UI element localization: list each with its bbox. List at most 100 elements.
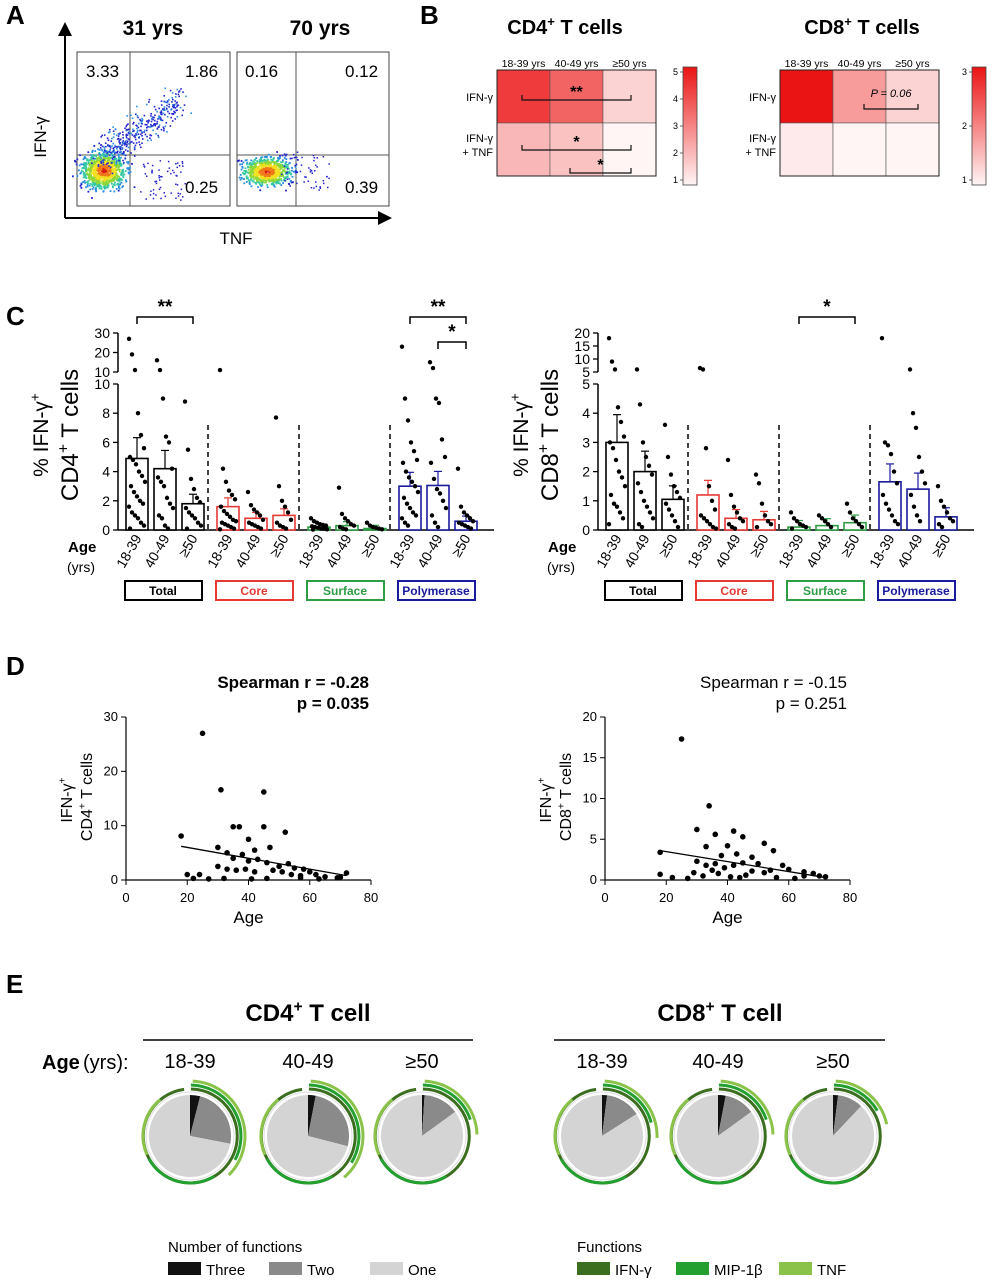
flow-dot bbox=[81, 163, 84, 166]
bar-point bbox=[891, 469, 897, 474]
bar-point bbox=[158, 479, 164, 485]
panel-label-a: A bbox=[6, 0, 25, 30]
bar-point bbox=[194, 495, 200, 501]
scatter-point bbox=[724, 842, 731, 849]
flow-dot bbox=[160, 118, 162, 120]
bar-point bbox=[154, 358, 160, 363]
flow-dot bbox=[270, 182, 273, 185]
flow-dot bbox=[119, 183, 121, 186]
flow-dot bbox=[118, 170, 121, 173]
flow-dot bbox=[130, 114, 132, 117]
flow-dot bbox=[265, 179, 268, 182]
flow-dot bbox=[282, 174, 284, 177]
flow-dot bbox=[171, 96, 173, 99]
flow-dot bbox=[168, 106, 170, 108]
bar-point bbox=[166, 440, 172, 445]
flow-dot bbox=[148, 101, 150, 103]
flow-dot bbox=[98, 183, 101, 186]
flow-dot bbox=[296, 151, 299, 153]
flow-dot bbox=[166, 100, 169, 102]
scatter-point bbox=[343, 870, 350, 876]
bar-point bbox=[161, 484, 167, 489]
flow-dot bbox=[170, 172, 172, 175]
flow-dot bbox=[100, 162, 103, 165]
flow-dot bbox=[115, 162, 117, 165]
flow-dot bbox=[113, 163, 116, 166]
flow-dot bbox=[122, 131, 124, 133]
legend-swatch bbox=[577, 1262, 610, 1275]
flow-dot bbox=[258, 181, 261, 184]
bar-point bbox=[406, 475, 412, 480]
flow-dot bbox=[112, 163, 114, 166]
flow-dot bbox=[116, 148, 118, 150]
flow-dot bbox=[110, 153, 113, 156]
flow-dot bbox=[249, 172, 252, 174]
heatmap-scale-label: 3 bbox=[962, 67, 967, 77]
flow-dot bbox=[151, 172, 153, 174]
flow-q-ur-2: 0.12 bbox=[345, 62, 378, 81]
flow-dot bbox=[118, 180, 121, 183]
scatter-y-tick-label: 15 bbox=[583, 750, 597, 765]
flow-dot bbox=[127, 146, 130, 149]
scatter-point bbox=[270, 867, 276, 874]
flow-dot bbox=[174, 111, 176, 114]
flow-dot bbox=[126, 115, 128, 117]
pie-arc-mip bbox=[833, 1083, 879, 1112]
flow-dot bbox=[166, 108, 168, 111]
flow-dot bbox=[103, 173, 106, 176]
flow-dot bbox=[270, 158, 272, 161]
bar-point bbox=[405, 523, 411, 528]
flow-dot bbox=[91, 188, 94, 190]
flow-dot bbox=[104, 184, 107, 186]
bar-point bbox=[431, 476, 437, 482]
flow-dot bbox=[92, 163, 95, 165]
scatter-point bbox=[230, 823, 236, 830]
flow-dot bbox=[249, 179, 251, 182]
flow-dot bbox=[274, 165, 277, 167]
flow-dot bbox=[92, 176, 95, 179]
flow-dot bbox=[260, 170, 263, 173]
flow-dot bbox=[172, 169, 174, 172]
scatter-y-tick-label: 20 bbox=[583, 709, 597, 724]
flow-dot bbox=[106, 185, 109, 188]
heatmap-scale-label: 5 bbox=[673, 67, 678, 77]
flow-dot bbox=[103, 134, 106, 136]
flow-dot bbox=[260, 167, 263, 169]
flow-dot bbox=[91, 167, 94, 169]
flow-dot bbox=[254, 166, 257, 168]
flow-dot bbox=[158, 188, 161, 191]
flow-dot bbox=[109, 179, 111, 182]
flow-dot bbox=[152, 118, 154, 121]
scatter-point bbox=[218, 787, 224, 793]
scatter-point bbox=[749, 868, 755, 874]
flow-dot bbox=[139, 143, 141, 146]
flow-dot bbox=[284, 180, 286, 182]
flow-dot bbox=[86, 172, 88, 175]
flow-dot bbox=[274, 168, 276, 171]
flow-dot bbox=[135, 138, 137, 141]
flow-dot bbox=[250, 164, 253, 167]
flow-dot bbox=[156, 120, 159, 123]
bar-point bbox=[939, 524, 945, 530]
flow-dot bbox=[268, 173, 270, 176]
flow-dot bbox=[126, 144, 128, 146]
flow-dot bbox=[143, 131, 145, 133]
flow-dot bbox=[138, 136, 141, 138]
flow-dot bbox=[106, 167, 109, 170]
bar-point bbox=[936, 521, 942, 527]
scatter-point bbox=[740, 834, 746, 840]
flow-dot bbox=[86, 159, 88, 162]
scatter-point bbox=[245, 836, 252, 843]
flow-dot bbox=[107, 174, 109, 177]
flow-dot bbox=[151, 117, 153, 120]
heatmap-col-label: 40-49 yrs bbox=[555, 58, 599, 70]
flow-dot bbox=[118, 185, 120, 188]
flow-dot bbox=[266, 162, 269, 164]
flow-dot bbox=[272, 159, 274, 161]
flow-dot bbox=[119, 132, 121, 134]
flow-dot bbox=[116, 163, 118, 166]
flow-dot bbox=[261, 171, 264, 174]
flow-dot bbox=[134, 144, 137, 147]
flow-dot bbox=[280, 177, 282, 180]
flow-dot bbox=[84, 165, 87, 168]
